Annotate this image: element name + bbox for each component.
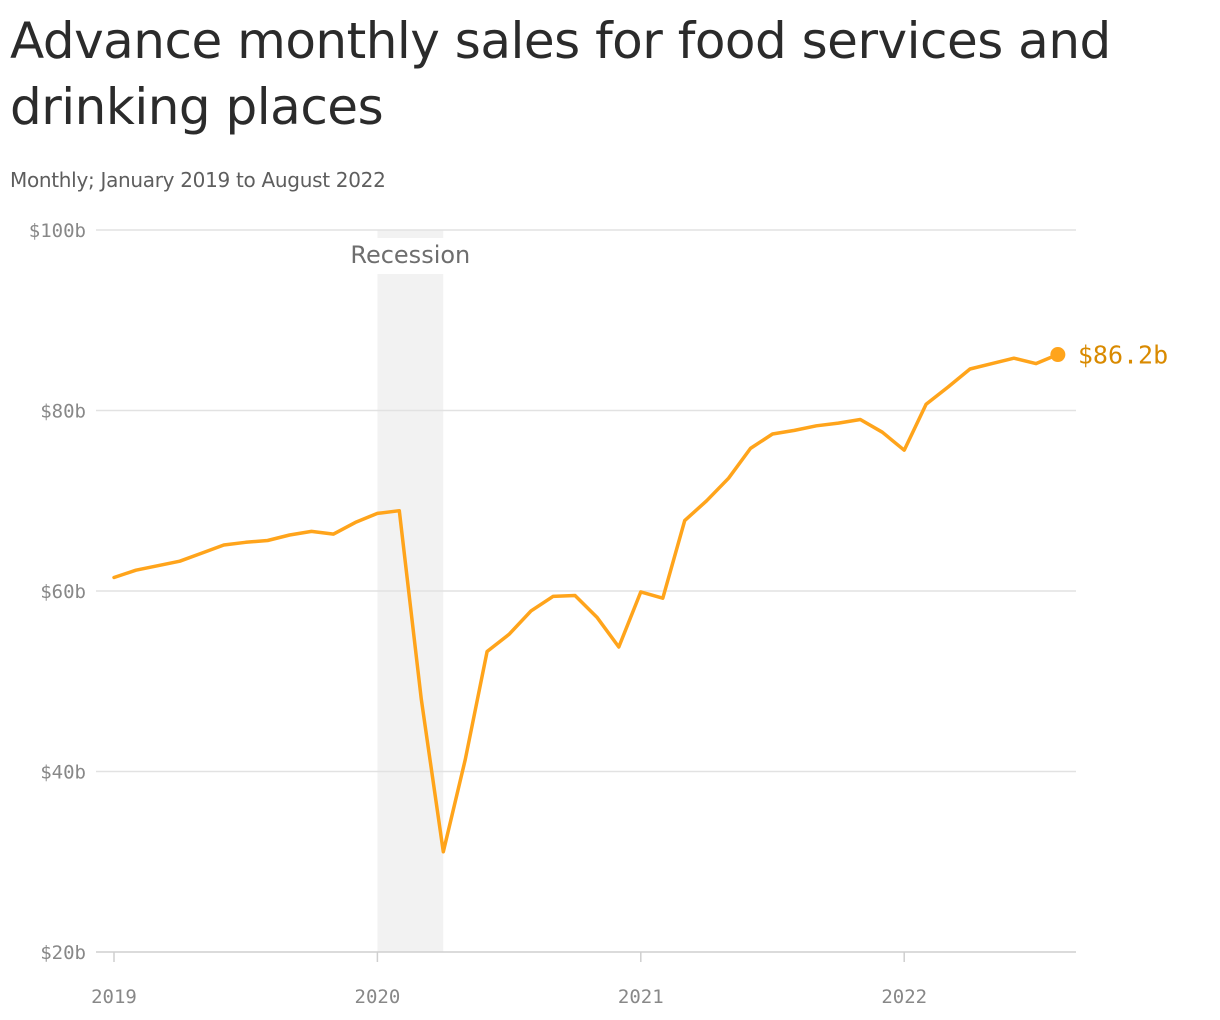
y-tick-label: $60b	[40, 581, 86, 603]
series-line	[112, 352, 1060, 854]
chart-subtitle: Monthly; January 2019 to August 2022	[10, 168, 386, 192]
series-line-layer	[112, 352, 1060, 854]
end-point-layer: $86.2b	[1050, 341, 1168, 370]
y-tick-label: $100b	[29, 220, 86, 242]
end-point-marker	[1050, 347, 1066, 363]
x-tick-label: 2022	[881, 986, 927, 1008]
end-value-label: $86.2b	[1078, 341, 1168, 370]
recession-label: Recession	[350, 241, 470, 269]
y-axis-labels: $20b $40b $60b $80b $100b	[29, 220, 86, 964]
y-tick-label: $40b	[40, 762, 86, 784]
x-tick-label: 2019	[91, 986, 137, 1008]
x-tick-label: 2021	[618, 986, 664, 1008]
gridline-layer	[96, 229, 1076, 953]
recession-label-backing	[342, 238, 479, 274]
y-tick-label: $20b	[40, 942, 86, 964]
y-tick-label: $80b	[40, 401, 86, 423]
chart-title: Advance monthly sales for food services …	[10, 12, 1111, 136]
recession-label-layer: Recession	[342, 238, 479, 274]
x-axis-labels: 2019 2020 2021 2022	[91, 952, 927, 1008]
x-tick-label: 2020	[355, 986, 401, 1008]
